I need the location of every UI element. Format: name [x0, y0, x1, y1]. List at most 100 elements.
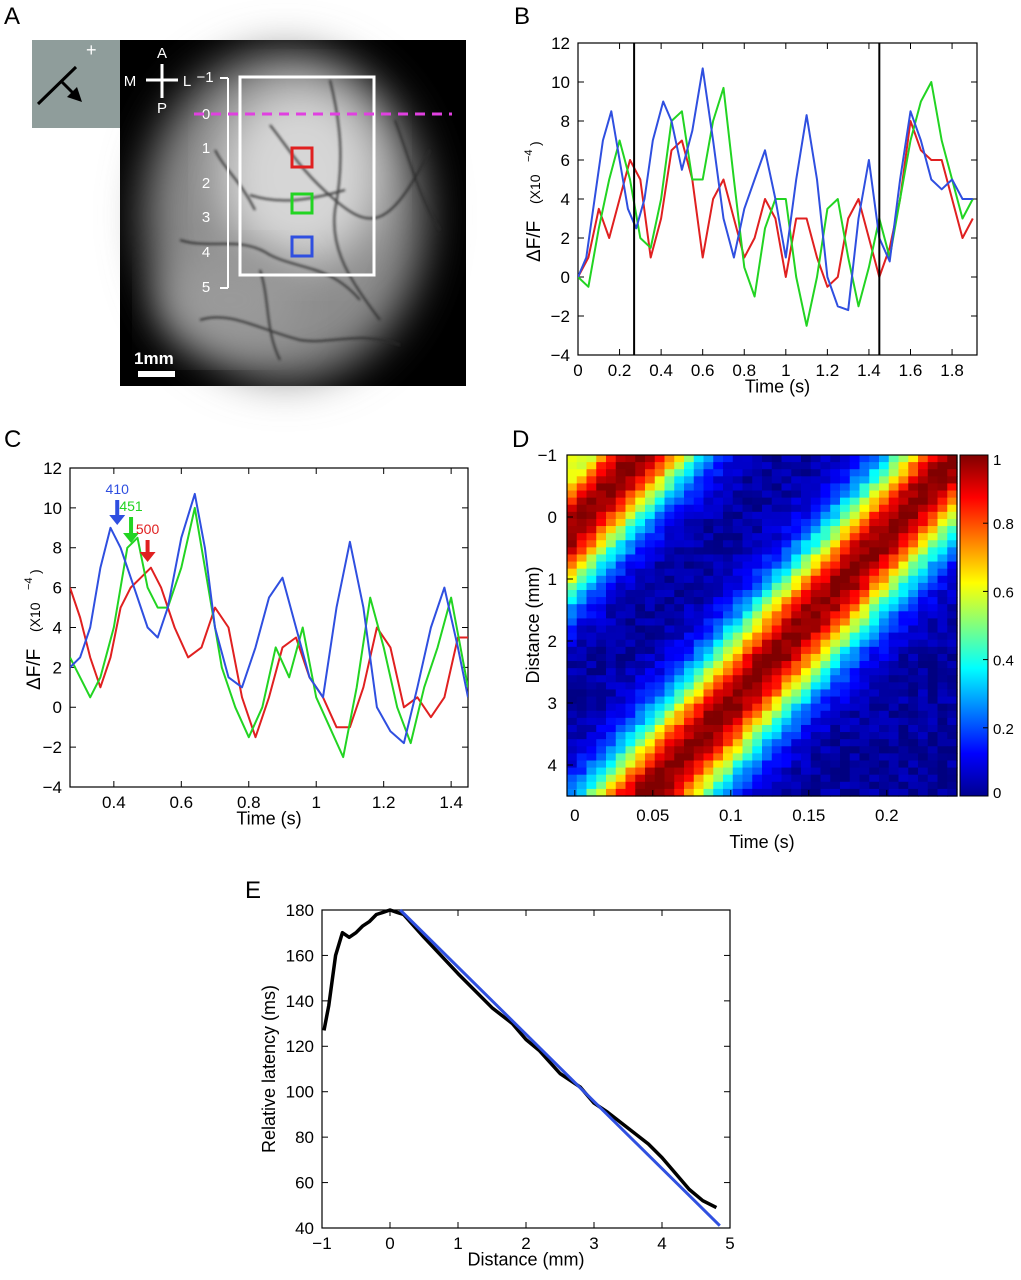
heatmap-cell — [869, 696, 880, 705]
heatmap-cell — [674, 504, 685, 513]
heatmap-cell — [859, 597, 870, 605]
heatmap-cell — [635, 689, 646, 698]
heatmap-cell — [684, 469, 695, 477]
heatmap-cell — [674, 774, 685, 783]
heatmap-cell — [606, 781, 617, 790]
heatmap-cell — [684, 703, 695, 712]
heatmap-cell — [664, 732, 675, 740]
heatmap-cell — [596, 767, 607, 776]
heatmap-cell — [801, 646, 812, 655]
heatmap-cell — [586, 490, 597, 499]
heatmap-cell — [810, 518, 822, 527]
heatmap-cell — [752, 540, 763, 548]
heatmap-cell — [849, 540, 861, 548]
heatmap-cell — [801, 710, 812, 719]
heatmap-cell — [664, 518, 675, 527]
heatmap-cell — [654, 533, 666, 541]
y-tick-label: 2 — [53, 658, 62, 677]
heatmap-cell — [732, 767, 744, 776]
heatmap-cell — [615, 597, 627, 605]
heatmap-cell — [869, 504, 880, 513]
heatmap-cell — [635, 611, 646, 619]
heatmap-cell — [830, 589, 841, 598]
heatmap-cell — [567, 732, 578, 740]
heatmap-cell — [723, 781, 734, 790]
heatmap-cell — [908, 625, 919, 634]
heatmap-cell — [674, 753, 685, 762]
heatmap-cell — [732, 483, 744, 492]
y-tick-label: 180 — [286, 901, 314, 920]
heatmap-cell — [849, 547, 861, 556]
heatmap-cell — [713, 661, 724, 669]
heatmap-cell — [723, 682, 734, 691]
heatmap-cell — [927, 682, 939, 691]
heatmap-cell — [674, 540, 685, 548]
heatmap-cell — [732, 724, 744, 733]
heatmap-cell — [849, 724, 861, 733]
heatmap-cell — [888, 547, 900, 556]
y-tick-label: −2 — [43, 738, 62, 757]
heatmap-cell — [791, 490, 802, 499]
heatmap-cell — [762, 604, 773, 612]
heatmap-cell — [947, 504, 958, 513]
heatmap-cell — [762, 589, 773, 598]
heatmap-cell — [567, 689, 578, 698]
heatmap-cell — [723, 703, 734, 712]
heatmap-cell — [586, 469, 597, 477]
heatmap-cell — [635, 710, 646, 719]
heatmap-cell — [567, 703, 578, 712]
heatmap-cell — [820, 724, 831, 733]
heatmap-cell — [713, 511, 724, 520]
heatmap-cell — [752, 483, 763, 492]
heatmap-cell — [859, 639, 870, 648]
heatmap-cell — [567, 547, 578, 556]
heatmap-cell — [937, 746, 948, 754]
heatmap-cell — [645, 497, 656, 506]
heatmap-cell — [752, 653, 763, 662]
heatmap-cell — [586, 781, 597, 790]
heatmap-cell — [918, 568, 929, 577]
heatmap-cell — [606, 483, 617, 492]
heatmap-cell — [888, 561, 900, 570]
heatmap-cell — [937, 526, 948, 534]
heatmap-cell — [615, 767, 627, 776]
heatmap-cell — [742, 774, 753, 783]
heatmap-cell — [820, 781, 831, 790]
heatmap-cell — [645, 675, 656, 683]
heatmap-cell — [684, 611, 695, 619]
heatmap-cell — [888, 760, 900, 769]
heatmap-cell — [615, 788, 627, 797]
heatmap-cell — [654, 717, 666, 726]
heatmap-cell — [947, 483, 958, 492]
heatmap-cell — [752, 589, 763, 598]
heatmap-cell — [732, 604, 744, 612]
heatmap-cell — [654, 604, 666, 612]
heatmap-cell — [693, 703, 705, 712]
heatmap-cell — [684, 604, 695, 612]
heatmap-cell — [947, 739, 958, 747]
heatmap-cell — [567, 746, 578, 754]
heatmap-cell — [654, 781, 666, 790]
heatmap-cell — [869, 518, 880, 527]
heatmap-cell — [762, 490, 773, 499]
heatmap-cell — [937, 483, 948, 492]
heatmap-cell — [654, 668, 666, 676]
colorbar-tick-label: 1 — [993, 452, 1001, 469]
heatmap-cell — [918, 504, 929, 513]
heatmap-cell — [723, 625, 734, 634]
heatmap-cell — [615, 661, 627, 669]
heatmap-cell — [879, 696, 890, 705]
heatmap-cell — [742, 575, 753, 584]
heatmap-cell — [635, 490, 646, 499]
heatmap-cell — [674, 632, 685, 641]
heatmap-cell — [693, 632, 705, 641]
heatmap-cell — [859, 710, 870, 719]
heatmap-cell — [781, 753, 792, 762]
heatmap-cell — [840, 611, 851, 619]
heatmap-cell — [732, 582, 744, 591]
heatmap-cell — [879, 703, 890, 712]
heatmap-cell — [830, 788, 841, 797]
heatmap-cell — [693, 483, 705, 492]
heatmap-cell — [849, 760, 861, 769]
heatmap-cell — [645, 455, 656, 463]
